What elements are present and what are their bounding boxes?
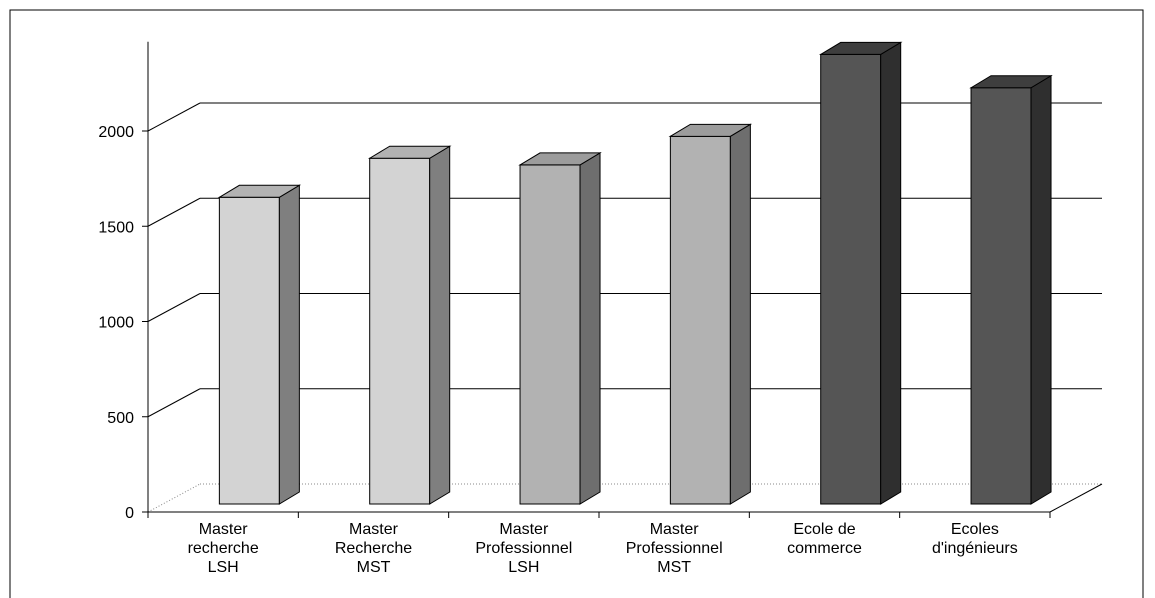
chart-border (9, 9, 1144, 598)
bars (217, 41, 1053, 505)
bar-front (218, 196, 280, 505)
gridline-depth (147, 293, 201, 322)
y-axis-ticks: 0 500 1000 1500 2000 (98, 124, 148, 522)
x-category-label: Master Professionnel LSH (475, 521, 572, 576)
gridline-depth (147, 197, 201, 227)
bar-top (367, 145, 452, 159)
bar-top (818, 41, 903, 55)
bar-side (880, 41, 902, 505)
bar-top (217, 184, 302, 198)
bar-top (969, 75, 1053, 89)
bar (818, 41, 903, 505)
bar (367, 145, 452, 505)
bar-side (1030, 74, 1052, 505)
x-axis-labels: Master recherche LSH Master Recherche MST Mast… (147, 512, 1051, 576)
y-tick-label: 500 (107, 410, 134, 427)
y-tick-label: 0 (125, 505, 134, 522)
x-category-label: Master Professionnel MST (626, 521, 723, 576)
bar-top (518, 152, 602, 166)
y-tick-label: 2000 (98, 124, 134, 141)
bar-front (820, 53, 882, 505)
gridlines (147, 102, 1102, 418)
bar-front (970, 87, 1032, 505)
bar-side (429, 145, 451, 505)
x-category-label: Master recherche LSH (188, 521, 259, 576)
gridline-depth (147, 388, 201, 418)
bar (969, 74, 1053, 505)
x-category-label: Master Recherche MST (335, 521, 412, 576)
bar (217, 184, 302, 505)
bar-front (519, 164, 581, 505)
bar-front (369, 157, 431, 505)
floor-right-edge (1049, 483, 1103, 513)
bar (518, 152, 602, 505)
bar-side (729, 123, 751, 505)
x-category-label: Ecoles d'ingénieurs (932, 521, 1018, 557)
floor-left-edge (147, 483, 201, 513)
bar (668, 123, 753, 505)
chart-floor (147, 483, 1103, 513)
x-category-label: Ecole de commerce (787, 521, 862, 557)
bar-top (668, 123, 753, 137)
bar-side (579, 152, 601, 505)
y-tick-label: 1500 (98, 219, 134, 236)
bar-front (669, 135, 731, 505)
y-tick-label: 1000 (98, 315, 134, 332)
gridline-depth (147, 102, 201, 132)
bar-side (278, 184, 300, 505)
